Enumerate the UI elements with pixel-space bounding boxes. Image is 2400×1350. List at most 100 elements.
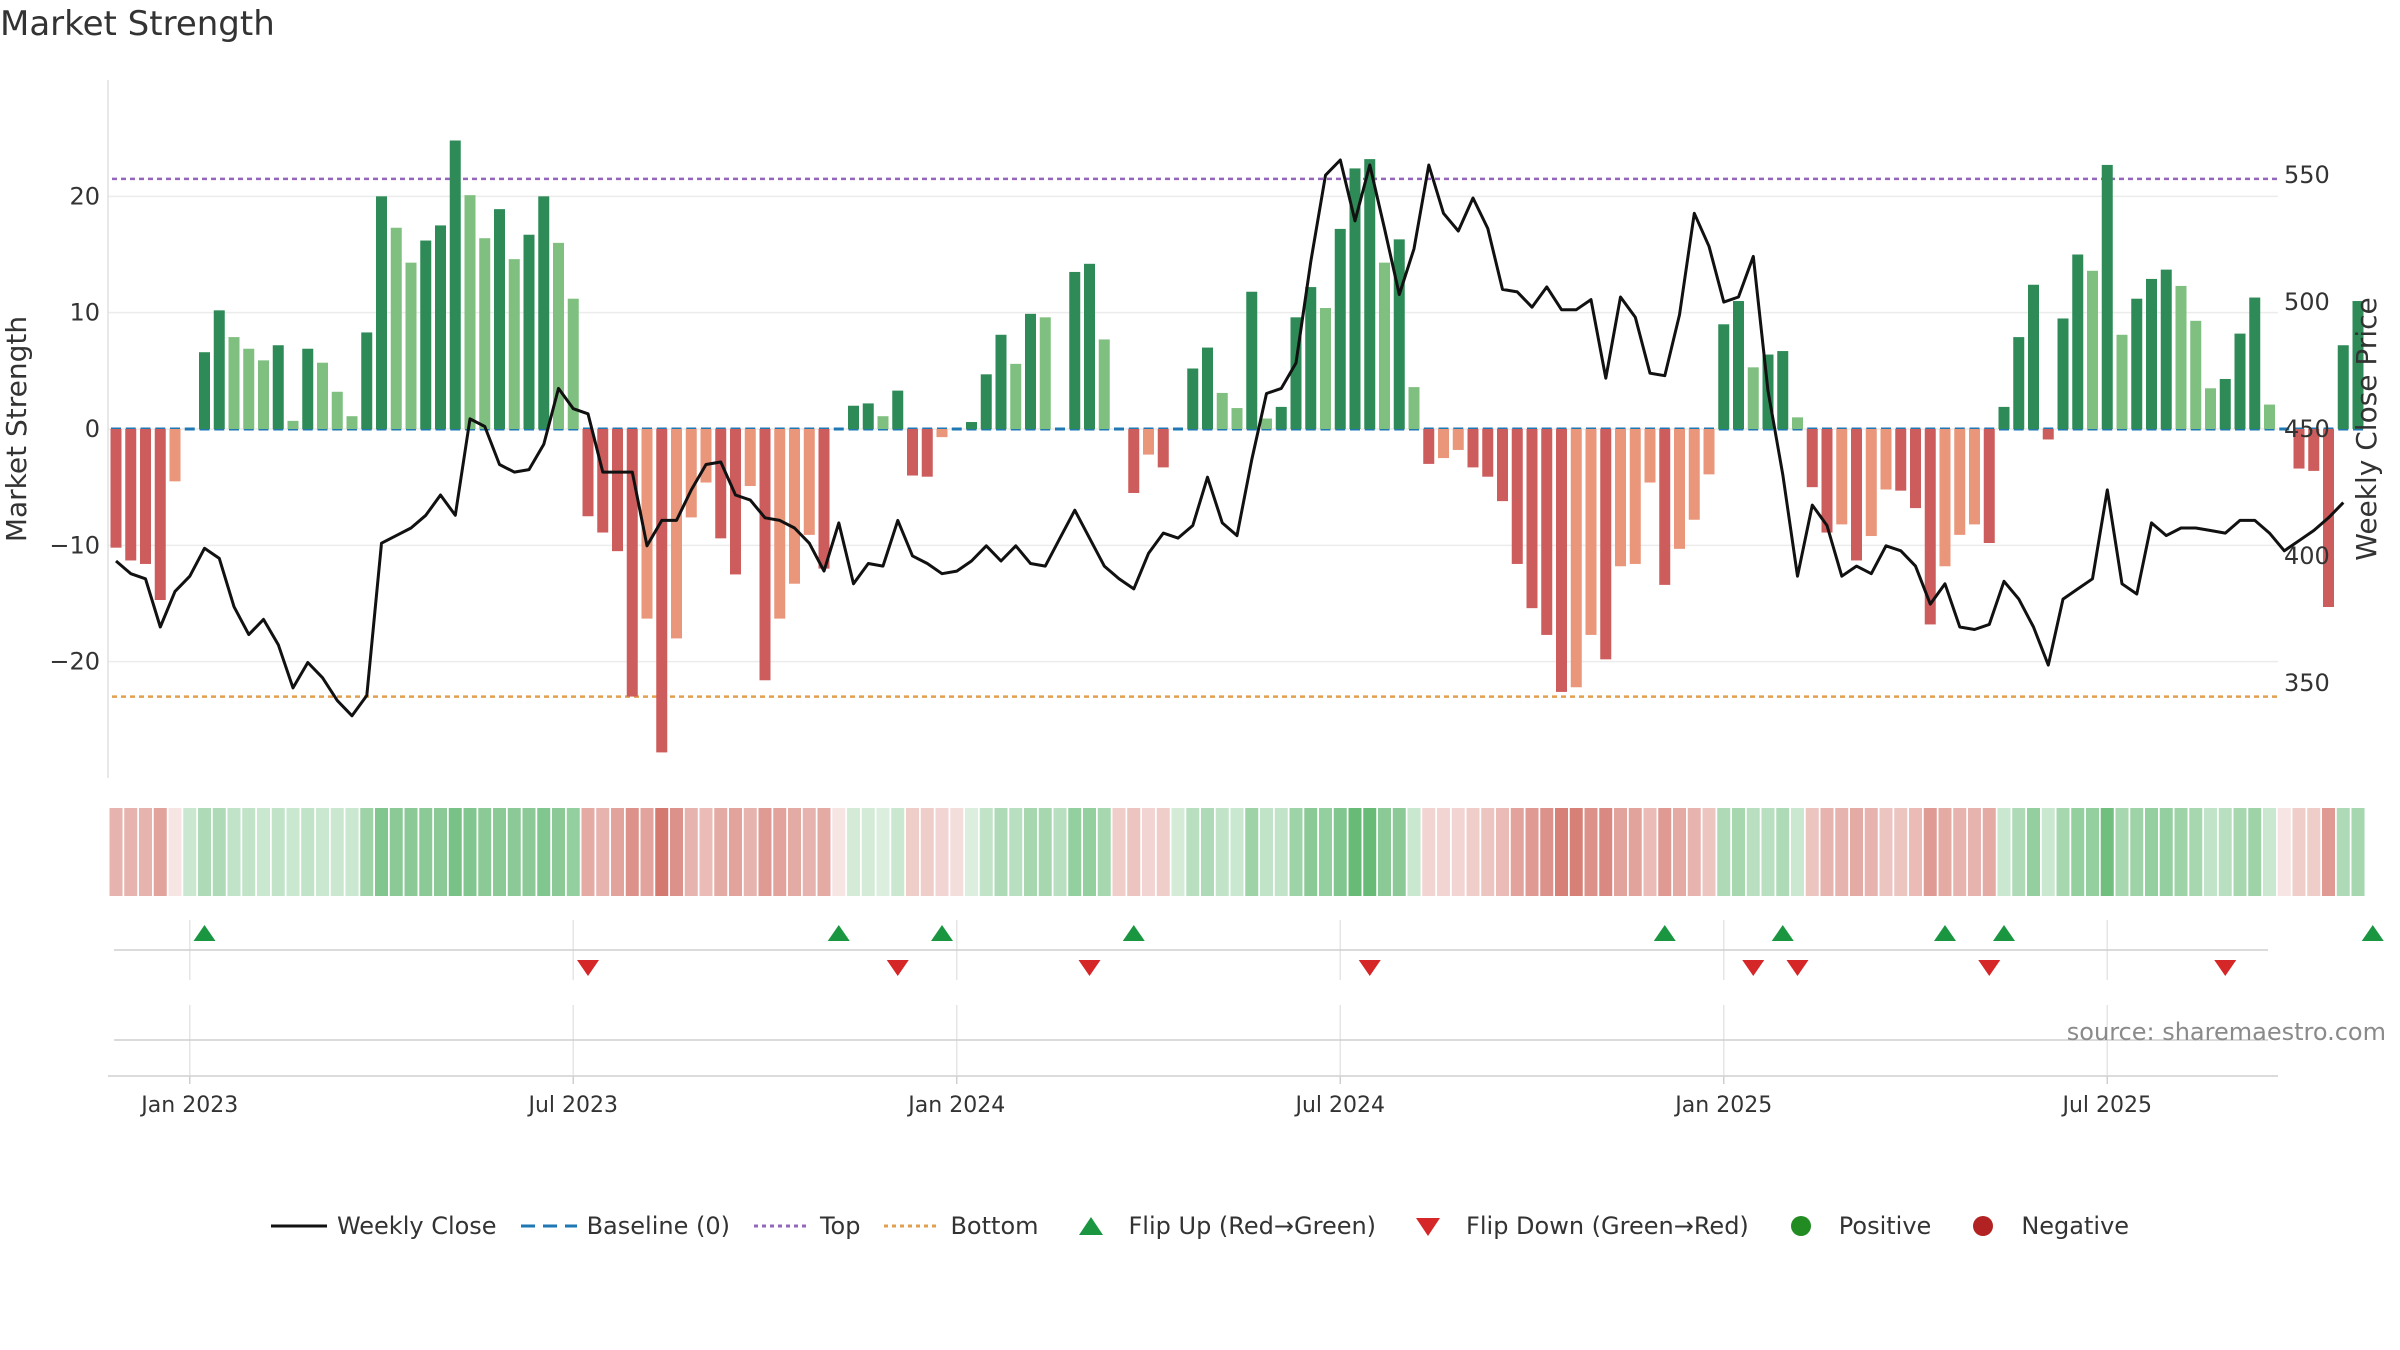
strength-bar [361,332,373,429]
heat-cell [1083,808,1096,896]
heat-cell [404,808,418,896]
strength-bar [892,390,904,429]
strength-bar [213,310,225,429]
strength-bar [759,429,771,681]
heat-cell [345,808,359,896]
heat-cell [1599,808,1613,896]
legend-label: Bottom [950,1212,1039,1240]
heat-cell [847,808,860,896]
heat-cell [2056,808,2070,896]
strength-bar [1216,392,1228,429]
heat-cell [316,808,329,896]
strength-bar [1747,367,1759,429]
strength-bar [877,416,889,429]
strength-bar [2146,278,2157,429]
dot-icon [1973,1216,1994,1236]
strength-bar [1969,429,1980,525]
x-tick-label: Jul 2025 [2060,1093,2152,1118]
heat-cell [2145,808,2158,896]
y-tick-label: 10 [69,299,100,327]
heat-cell [552,808,565,896]
heat-cell [1982,808,1996,896]
heat-cell [1407,808,1421,896]
heat-cell [1215,808,1229,896]
strength-bar [1659,429,1671,585]
heat-cell [1894,808,1908,896]
strength-bar [862,403,874,429]
strength-bar [848,405,859,429]
heat-cell [2027,808,2040,896]
heat-cell [2248,808,2262,896]
strength-bar [995,334,1007,429]
strength-bar [1246,291,1258,429]
heat-cell [2071,808,2085,896]
heat-cell [1333,808,1347,896]
y-tick-label: 20 [69,182,100,210]
heat-cell [1451,808,1465,896]
heat-cell [1186,808,1200,896]
strength-bar [1467,429,1479,468]
heat-cell [419,808,433,896]
strength-bar [612,429,623,552]
flip-down-marker [1078,960,1101,976]
heat-cell [478,808,492,896]
heat-cell [1274,808,1288,896]
legend-label: Weekly Close [336,1212,497,1240]
strength-bar [1452,429,1464,450]
strength-bar [1821,429,1833,533]
heat-cell [1879,808,1893,896]
strength-bar [140,429,151,564]
heat-cell [1628,808,1642,896]
strength-bar [1629,429,1641,564]
heat-cell [1127,808,1141,896]
legend-item-weekly-close: Weekly Close [270,1211,497,1241]
x-tick-label: Jan 2023 [139,1093,238,1118]
strength-bar [346,416,358,429]
strength-bar [1039,317,1051,429]
strength-bar [2190,320,2202,429]
heat-cell [2189,808,2203,896]
heat-cell [1761,808,1775,896]
strength-bar [1275,406,1287,429]
heat-cell [153,808,167,896]
flip-down-marker [1742,960,1765,976]
strength-bar [715,429,727,539]
strength-bar [2013,337,2025,429]
heat-cell [2174,808,2188,896]
strength-bar [1541,429,1553,635]
legend-line-icon [270,1224,327,1228]
heat-cell [906,808,919,896]
strength-bar [1792,417,1803,429]
heat-cell [1112,808,1126,896]
strength-bar [1644,429,1656,483]
flip-up-marker [1122,925,1145,941]
strength-bar [435,225,446,429]
strength-bar [980,374,992,429]
strength-bar [1497,429,1508,502]
strength-bar [1851,429,1862,561]
strength-bar [1511,429,1523,564]
heat-cell [1717,808,1731,896]
strength-bar [1836,429,1848,525]
heat-cell [566,808,580,896]
strength-bar [1910,429,1921,509]
heat-cell [1201,808,1214,896]
heat-cell [1555,808,1568,896]
strength-bar [1069,271,1081,429]
strength-bar [1615,429,1626,567]
strength-bar [508,259,520,429]
strength-bar [966,422,977,429]
triangle-up-icon [1078,1217,1103,1235]
heat-cell [124,808,138,896]
strength-bar [199,352,210,429]
heat-cell [1038,808,1052,896]
strength-bar [2131,298,2143,429]
heat-cell [1378,808,1391,896]
strength-bar [2249,297,2261,429]
heat-cell [1923,808,1937,896]
heat-cell [714,808,728,896]
legend-item-top: Top [753,1211,860,1241]
strength-bar [2042,429,2054,440]
strength-bar [258,360,269,429]
heat-cell [2086,808,2099,896]
